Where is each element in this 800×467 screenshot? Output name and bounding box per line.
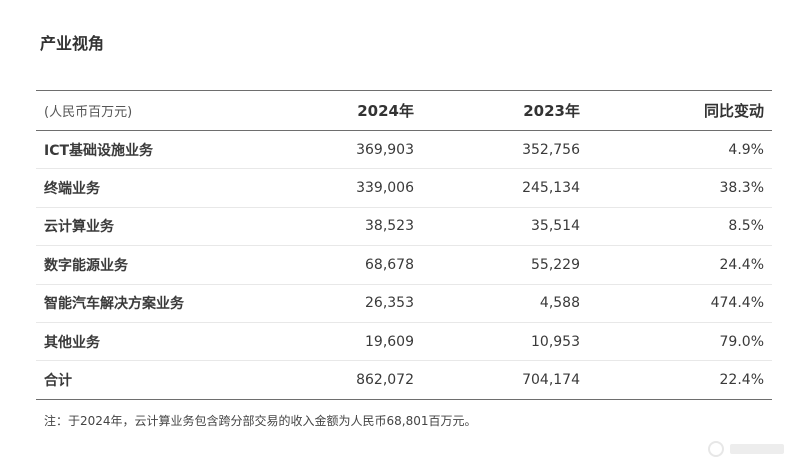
row-label: 数字能源业务 <box>44 257 128 274</box>
row-value-2024: 26,353 <box>365 295 414 312</box>
table-row: 智能汽车解决方案业务 26,353 4,588 474.4% <box>36 285 772 323</box>
row-value-2023: 10,953 <box>531 333 580 350</box>
row-label: ICT基础设施业务 <box>44 142 154 159</box>
row-change: 8.5% <box>728 218 764 235</box>
watermark-logo <box>708 439 788 459</box>
row-change: 22.4% <box>719 372 764 389</box>
footnote: 注：于2024年，云计算业务包含跨分部交易的收入金额为人民币68,801百万元。 <box>44 414 477 428</box>
row-value-2024: 68,678 <box>365 256 414 273</box>
header-2023: 2023年 <box>523 102 580 120</box>
row-value-2023: 35,514 <box>531 218 580 235</box>
header-2024: 2024年 <box>357 102 414 120</box>
table-row: 其他业务 19,609 10,953 79.0% <box>36 323 772 362</box>
row-label: 合计 <box>44 373 72 390</box>
header-change: 同比变动 <box>703 102 764 120</box>
table-row: 云计算业务 38,523 35,514 8.5% <box>36 208 772 247</box>
row-value-2024: 339,006 <box>356 180 414 197</box>
row-label: 其他业务 <box>44 334 100 351</box>
header-unit: (人民币百万元) <box>44 105 133 120</box>
revenue-table: (人民币百万元) 2024年 2023年 同比变动 ICT基础设施业务 369,… <box>36 90 772 400</box>
table-header-row: (人民币百万元) 2024年 2023年 同比变动 <box>36 91 772 131</box>
table-row: 数字能源业务 68,678 55,229 24.4% <box>36 246 772 285</box>
watermark-circle-icon <box>708 441 724 457</box>
section-title: 产业视角 <box>40 34 105 53</box>
row-value-2023: 704,174 <box>522 372 580 389</box>
table-row: ICT基础设施业务 369,903 352,756 4.9% <box>36 131 772 170</box>
row-label: 智能汽车解决方案业务 <box>44 296 184 313</box>
row-value-2024: 369,903 <box>356 141 414 158</box>
row-change: 24.4% <box>719 256 764 273</box>
row-change: 474.4% <box>710 295 764 312</box>
row-value-2023: 4,588 <box>539 295 580 312</box>
row-value-2023: 352,756 <box>522 141 580 158</box>
table-total-row: 合计 862,072 704,174 22.4% <box>36 361 772 400</box>
row-value-2023: 55,229 <box>531 256 580 273</box>
row-label: 云计算业务 <box>44 219 114 236</box>
watermark-bar <box>730 444 784 454</box>
row-value-2023: 245,134 <box>522 180 580 197</box>
row-value-2024: 38,523 <box>365 218 414 235</box>
row-label: 终端业务 <box>44 181 100 198</box>
row-value-2024: 19,609 <box>365 333 414 350</box>
row-change: 79.0% <box>719 333 764 350</box>
row-change: 38.3% <box>719 180 764 197</box>
row-value-2024: 862,072 <box>356 372 414 389</box>
table-row: 终端业务 339,006 245,134 38.3% <box>36 169 772 208</box>
row-change: 4.9% <box>728 141 764 158</box>
